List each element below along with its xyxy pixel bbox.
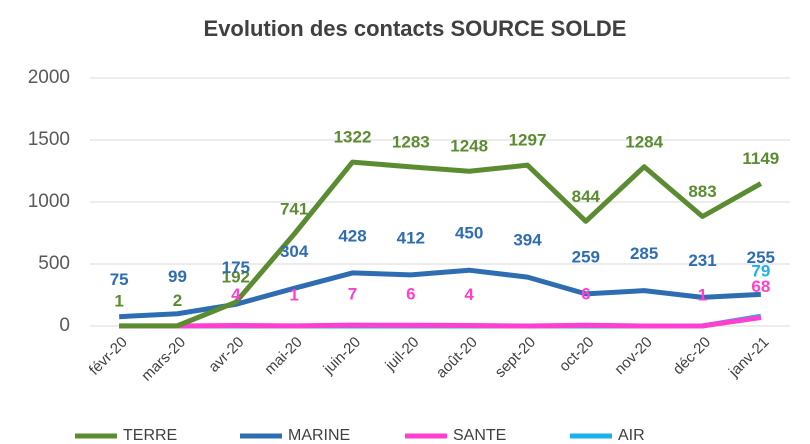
data-label: 1	[114, 291, 123, 310]
data-label: 285	[630, 244, 658, 263]
y-tick-label: 500	[38, 253, 70, 274]
y-tick-label: 0	[59, 315, 70, 336]
series-line	[119, 159, 763, 329]
data-label: 68	[751, 277, 770, 296]
data-label: 6	[406, 285, 415, 304]
y-tick-label: 1000	[28, 191, 70, 212]
data-label: 304	[280, 242, 309, 261]
legend-label: AIR	[618, 427, 645, 444]
data-label: 255	[747, 248, 775, 267]
data-label: 1283	[392, 132, 430, 151]
x-tick-label: juin-20	[320, 334, 365, 379]
legend-label: MARINE	[288, 427, 350, 444]
data-label: 844	[572, 187, 601, 206]
data-label: 883	[688, 182, 716, 201]
data-label: 1248	[450, 137, 488, 156]
data-label: 1322	[334, 128, 372, 147]
data-label: 428	[338, 226, 366, 245]
data-label: 231	[688, 251, 716, 270]
data-label: 1	[289, 285, 298, 304]
x-tick-label: oct-20	[556, 334, 598, 376]
data-label: 175	[222, 258, 250, 277]
series-line	[119, 315, 762, 329]
data-label: 741	[280, 200, 308, 219]
data-label: 2	[173, 291, 182, 310]
x-tick-label: juil-20	[381, 334, 422, 375]
x-tick-label: mars-20	[138, 334, 189, 385]
y-tick-label: 1500	[28, 129, 70, 150]
data-label: 4	[464, 285, 474, 304]
data-label: 412	[397, 228, 425, 247]
legend-label: TERRE	[123, 427, 177, 444]
x-tick-label: déc-20	[670, 334, 714, 378]
x-tick-label: avr-20	[205, 334, 247, 376]
y-tick-label: 2000	[28, 67, 70, 88]
data-label: 99	[168, 267, 187, 286]
data-label: 4	[231, 285, 241, 304]
data-label: 450	[455, 224, 483, 243]
legend-label: SANTE	[453, 427, 506, 444]
x-tick-label: sept-20	[492, 334, 539, 381]
x-tick-label: nov-20	[611, 334, 655, 378]
x-tick-label: janv-21	[725, 334, 773, 382]
data-label: 75	[110, 270, 129, 289]
data-label: 7	[348, 285, 357, 304]
data-label: 192	[222, 268, 250, 287]
data-label: 1	[698, 285, 707, 304]
x-tick-label: févr-20	[86, 334, 131, 379]
data-label: 79	[751, 262, 770, 281]
x-tick-label: août-20	[433, 334, 481, 382]
chart-title: Evolution des contacts SOURCE SOLDE	[204, 16, 627, 41]
data-label: 1149	[742, 149, 779, 168]
data-label: 394	[513, 231, 542, 250]
data-label: 1297	[509, 131, 547, 150]
x-tick-label: mai-20	[261, 334, 305, 378]
data-label: 259	[572, 247, 600, 266]
data-label: 6	[581, 285, 590, 304]
data-label: 1284	[625, 132, 663, 151]
